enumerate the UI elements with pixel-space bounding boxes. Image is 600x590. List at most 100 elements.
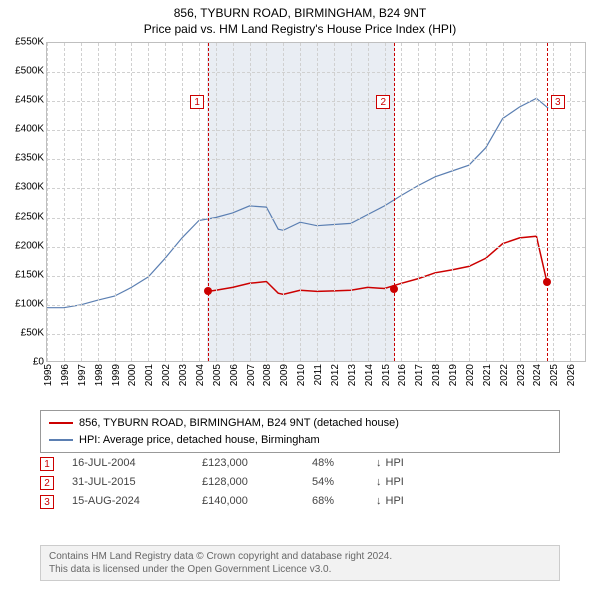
gridline: [368, 43, 369, 361]
y-tick-label: £400K: [15, 124, 44, 135]
x-tick-label: 2017: [414, 364, 425, 386]
gridline: [418, 43, 419, 361]
gridline: [47, 276, 585, 277]
x-tick-label: 2003: [178, 364, 189, 386]
event-number-box: 1: [190, 95, 204, 109]
gridline: [570, 43, 571, 361]
gridline: [300, 43, 301, 361]
y-tick-label: £200K: [15, 240, 44, 251]
gridline: [47, 159, 585, 160]
event-marker-dot: [390, 285, 398, 293]
gridline: [401, 43, 402, 361]
y-tick-label: £150K: [15, 269, 44, 280]
y-tick-label: £50K: [21, 327, 44, 338]
gridline: [47, 334, 585, 335]
event-date: 16-JUL-2004: [72, 457, 202, 470]
gridline: [266, 43, 267, 361]
event-number-box: 2: [376, 95, 390, 109]
x-tick-label: 2000: [127, 364, 138, 386]
y-tick-label: £450K: [15, 95, 44, 106]
event-marker-dot: [543, 278, 551, 286]
x-tick-label: 2008: [262, 364, 273, 386]
x-tick-label: 2009: [279, 364, 290, 386]
y-tick-label: £100K: [15, 298, 44, 309]
x-tick-label: 2021: [482, 364, 493, 386]
event-number-box: 3: [551, 95, 565, 109]
gridline: [435, 43, 436, 361]
gridline: [115, 43, 116, 361]
gridline: [452, 43, 453, 361]
x-tick-label: 2005: [212, 364, 223, 386]
events-table: 116-JUL-2004£123,00048%↓HPI231-JUL-2015£…: [40, 452, 560, 514]
legend-item: 856, TYBURN ROAD, BIRMINGHAM, B24 9NT (d…: [49, 415, 551, 432]
gridline: [520, 43, 521, 361]
event-ref: HPI: [386, 495, 404, 508]
x-tick-label: 2022: [499, 364, 510, 386]
event-date: 31-JUL-2015: [72, 476, 202, 489]
gridline: [47, 188, 585, 189]
x-tick-label: 2016: [397, 364, 408, 386]
down-arrow-icon: ↓: [376, 457, 382, 470]
event-row: 116-JUL-2004£123,00048%↓HPI: [40, 457, 560, 471]
gridline: [317, 43, 318, 361]
event-date: 15-AUG-2024: [72, 495, 202, 508]
x-tick-label: 1997: [77, 364, 88, 386]
x-tick-label: 2023: [516, 364, 527, 386]
y-tick-label: £250K: [15, 211, 44, 222]
x-tick-label: 2006: [229, 364, 240, 386]
event-price: £140,000: [202, 495, 312, 508]
x-tick-label: 2025: [549, 364, 560, 386]
gridline: [334, 43, 335, 361]
event-number-box: 3: [40, 495, 54, 509]
x-tick-label: 2007: [246, 364, 257, 386]
gridline: [503, 43, 504, 361]
x-tick-label: 1999: [111, 364, 122, 386]
gridline: [182, 43, 183, 361]
x-tick-label: 2020: [465, 364, 476, 386]
legend-item: HPI: Average price, detached house, Birm…: [49, 432, 551, 449]
footer-line: This data is licensed under the Open Gov…: [49, 563, 551, 576]
gridline: [165, 43, 166, 361]
event-number-box: 2: [40, 476, 54, 490]
x-tick-label: 2014: [364, 364, 375, 386]
event-price: £128,000: [202, 476, 312, 489]
gridline: [47, 43, 48, 361]
event-ref: HPI: [386, 457, 404, 470]
gridline: [98, 43, 99, 361]
gridline: [64, 43, 65, 361]
x-tick-label: 2019: [448, 364, 459, 386]
chart-subtitle: Price paid vs. HM Land Registry's House …: [0, 22, 600, 38]
footer-line: Contains HM Land Registry data © Crown c…: [49, 550, 551, 563]
event-pct: 48%: [312, 457, 372, 470]
x-tick-label: 2012: [330, 364, 341, 386]
event-pct: 54%: [312, 476, 372, 489]
event-guideline: [547, 43, 548, 361]
gridline: [283, 43, 284, 361]
gridline: [47, 247, 585, 248]
down-arrow-icon: ↓: [376, 495, 382, 508]
x-tick-label: 1998: [94, 364, 105, 386]
legend-label: HPI: Average price, detached house, Birm…: [79, 432, 320, 449]
x-tick-label: 1995: [43, 364, 54, 386]
gridline: [47, 101, 585, 102]
event-ref: HPI: [386, 476, 404, 489]
x-tick-label: 2001: [144, 364, 155, 386]
x-tick-label: 2018: [431, 364, 442, 386]
y-axis: £0£50K£100K£150K£200K£250K£300K£350K£400…: [0, 42, 46, 362]
event-price: £123,000: [202, 457, 312, 470]
gridline: [553, 43, 554, 361]
event-row: 315-AUG-2024£140,00068%↓HPI: [40, 495, 560, 509]
x-tick-label: 2024: [532, 364, 543, 386]
line-series: [47, 43, 585, 361]
gridline: [233, 43, 234, 361]
gridline: [536, 43, 537, 361]
legend-label: 856, TYBURN ROAD, BIRMINGHAM, B24 9NT (d…: [79, 415, 399, 432]
x-tick-label: 2015: [381, 364, 392, 386]
gridline: [81, 43, 82, 361]
event-guideline: [394, 43, 395, 361]
x-tick-label: 2026: [566, 364, 577, 386]
event-row: 231-JUL-2015£128,00054%↓HPI: [40, 476, 560, 490]
gridline: [351, 43, 352, 361]
gridline: [148, 43, 149, 361]
gridline: [47, 72, 585, 73]
